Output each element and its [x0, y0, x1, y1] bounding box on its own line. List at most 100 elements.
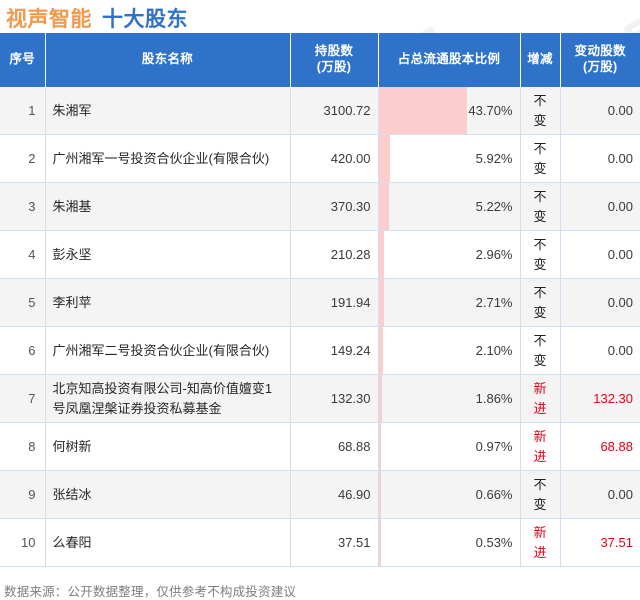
table-header: 序号 股东名称 持股数 (万股) 占总流通股本比例 增减 变动股数 (万股) [0, 33, 640, 87]
cell-index: 8 [0, 422, 46, 471]
cell-shares: 191.94 [290, 278, 379, 327]
cell-change-status: 新进 [520, 518, 561, 567]
cell-index: 6 [0, 326, 46, 375]
column-header-shares-line1: 持股数 [314, 44, 354, 59]
ratio-value: 5.92% [475, 150, 513, 166]
cell-delta-shares: 132.30 [560, 374, 640, 423]
cell-ratio: 5.92% [378, 134, 521, 183]
cell-shares: 46.90 [290, 470, 379, 519]
cell-holder-name: 广州湘军一号投资合伙企业(有限合伙) [45, 134, 291, 183]
cell-index: 7 [0, 374, 46, 423]
cell-shares: 37.51 [290, 518, 379, 567]
cell-change-status: 不变 [520, 326, 561, 375]
cell-change-status: 不变 [520, 470, 561, 519]
table-row: 1 朱湘军 3100.72 43.70% 不变 0.00 [0, 87, 640, 135]
cell-change-status: 不变 [520, 134, 561, 183]
cell-holder-name: 张结冰 [45, 470, 291, 519]
cell-ratio: 2.10% [378, 326, 521, 375]
cell-change-status: 不变 [520, 278, 561, 327]
ratio-value: 43.70% [468, 102, 513, 118]
table-row: 7 北京知高投资有限公司-知高价值嬗变1号凤凰涅槃证券投资私募基金 132.30 1.… [0, 374, 640, 423]
column-header-change: 增减 [520, 33, 561, 87]
cell-index: 3 [0, 182, 46, 231]
ratio-bar [378, 279, 384, 326]
cell-holder-name: 何树新 [45, 422, 291, 471]
cell-index: 9 [0, 470, 46, 519]
ratio-bar [378, 231, 385, 278]
page-title: 视声智能 十大股东 [0, 0, 640, 33]
ratio-bar [378, 423, 381, 470]
cell-ratio: 0.66% [378, 470, 521, 519]
cell-shares: 149.24 [290, 326, 379, 375]
table-row: 6 广州湘军二号投资合伙企业(有限合伙) 149.24 2.10% 不变 0.00 [0, 326, 640, 375]
table-row: 5 李利苹 191.94 2.71% 不变 0.00 [0, 278, 640, 327]
report-title: 十大股东 [102, 8, 188, 31]
cell-shares: 3100.72 [290, 87, 379, 135]
cell-change-status: 不变 [520, 230, 561, 279]
cell-index: 1 [0, 87, 46, 135]
cell-index: 10 [0, 518, 46, 567]
cell-holder-name: 么春阳 [45, 518, 291, 567]
cell-shares: 68.88 [290, 422, 379, 471]
ratio-value: 0.97% [475, 438, 513, 454]
column-header-index: 序号 [0, 33, 46, 87]
table-row: 9 张结冰 46.90 0.66% 不变 0.00 [0, 470, 640, 519]
cell-index: 4 [0, 230, 46, 279]
cell-holder-name: 广州湘军二号投资合伙企业(有限合伙) [45, 326, 291, 375]
stock-name: 视声智能 [6, 8, 92, 31]
ratio-bar [378, 183, 389, 230]
cell-delta-shares: 37.51 [560, 518, 640, 567]
ratio-value: 0.66% [475, 486, 513, 502]
column-header-ratio: 占总流通股本比例 [378, 33, 521, 87]
cell-shares: 370.30 [290, 182, 379, 231]
cell-holder-name: 朱湘基 [45, 182, 291, 231]
table-header-row: 序号 股东名称 持股数 (万股) 占总流通股本比例 增减 变动股数 (万股) [0, 33, 640, 87]
cell-delta-shares: 0.00 [560, 230, 640, 279]
cell-ratio: 43.70% [378, 87, 521, 135]
table-row: 4 彭永坚 210.28 2.96% 不变 0.00 [0, 230, 640, 279]
cell-holder-name: 彭永坚 [45, 230, 291, 279]
cell-ratio: 1.86% [378, 374, 521, 423]
ratio-bar [378, 87, 467, 134]
cell-change-status: 新进 [520, 422, 561, 471]
table-row: 8 何树新 68.88 0.97% 新进 68.88 [0, 422, 640, 471]
column-header-delta-line1: 变动股数 [574, 44, 626, 59]
cell-delta-shares: 68.88 [560, 422, 640, 471]
cell-ratio: 2.71% [378, 278, 521, 327]
cell-holder-name: 李利苹 [45, 278, 291, 327]
cell-ratio: 5.22% [378, 182, 521, 231]
cell-delta-shares: 0.00 [560, 470, 640, 519]
ratio-bar [378, 471, 381, 518]
cell-shares: 132.30 [290, 374, 379, 423]
column-header-delta-line2: (万股) [582, 60, 618, 74]
cell-delta-shares: 0.00 [560, 326, 640, 375]
table-body: 1 朱湘军 3100.72 43.70% 不变 0.00 2 广州湘军一号投资合伙企业(有限合… [0, 87, 640, 567]
ratio-bar [378, 519, 381, 566]
data-source-note: 数据来源：公开数据整理，仅供参考不构成投资建议 [4, 585, 297, 599]
table-row: 3 朱湘基 370.30 5.22% 不变 0.00 [0, 182, 640, 231]
cell-delta-shares: 0.00 [560, 278, 640, 327]
column-header-shares-line2: (万股) [316, 60, 352, 74]
cell-index: 2 [0, 134, 46, 183]
cell-holder-name: 北京知高投资有限公司-知高价值嬗变1号凤凰涅槃证券投资私募基金 [45, 374, 291, 423]
ratio-value: 2.10% [475, 342, 513, 358]
cell-ratio: 2.96% [378, 230, 521, 279]
column-header-delta: 变动股数 (万股) [560, 33, 640, 87]
column-header-name: 股东名称 [45, 33, 291, 87]
cell-delta-shares: 0.00 [560, 134, 640, 183]
top-holders-table: 序号 股东名称 持股数 (万股) 占总流通股本比例 增减 变动股数 (万股) 1… [0, 33, 640, 567]
cell-change-status: 新进 [520, 374, 561, 423]
top-holders-table-container: 序号 股东名称 持股数 (万股) 占总流通股本比例 增减 变动股数 (万股) 1… [0, 33, 640, 567]
cell-holder-name: 朱湘军 [45, 87, 291, 135]
ratio-bar [378, 375, 383, 422]
cell-change-status: 不变 [520, 182, 561, 231]
cell-delta-shares: 0.00 [560, 87, 640, 135]
ratio-value: 1.86% [475, 390, 513, 406]
cell-shares: 210.28 [290, 230, 379, 279]
ratio-value: 0.53% [475, 534, 513, 550]
ratio-bar [378, 135, 391, 182]
ratio-value: 2.96% [475, 246, 513, 262]
cell-change-status: 不变 [520, 87, 561, 135]
cell-delta-shares: 0.00 [560, 182, 640, 231]
ratio-value: 5.22% [475, 198, 513, 214]
